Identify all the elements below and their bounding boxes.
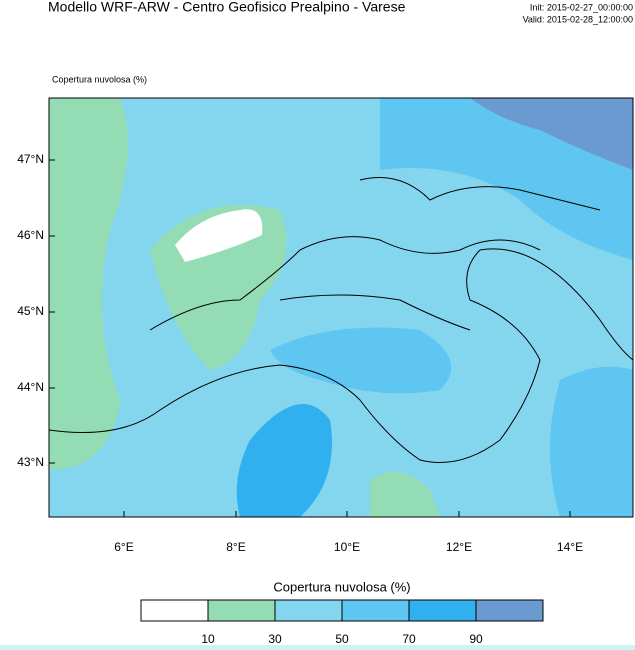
lon-label: 10°E [334, 540, 360, 554]
colorbar-box [274, 599, 343, 622]
colorbar-box [140, 599, 209, 622]
map-frame [48, 97, 634, 518]
coastline [49, 248, 633, 463]
cloud-area [49, 98, 128, 470]
colorbar-box [475, 599, 544, 622]
lon-label: 12°E [446, 540, 472, 554]
colorbar-box [408, 599, 477, 622]
colorbar-box [341, 599, 410, 622]
colorbar-tick-label: 10 [201, 632, 215, 646]
lat-label: 43°N [17, 455, 44, 469]
colorbar-tick-label: 70 [402, 632, 416, 646]
border [149, 236, 541, 331]
colorbar-title: Copertura nuvolosa (%) [273, 579, 410, 594]
cloud-area [236, 404, 332, 517]
variable-label: Copertura nuvolosa (%) [52, 74, 147, 84]
title: Modello WRF-ARW - Centro Geofisico Preal… [48, 0, 406, 15]
bottom-strip [0, 645, 635, 650]
map [48, 97, 634, 518]
colorbar-box [207, 599, 276, 622]
cloud-area [550, 366, 633, 517]
init-time: Init: 2015-02-27_00:00:00 [530, 2, 633, 12]
lat-label: 45°N [17, 304, 44, 318]
cloud-area [470, 98, 633, 170]
border [359, 177, 601, 211]
lat-label: 46°N [17, 228, 44, 242]
cloud-area [270, 327, 452, 394]
valid-time: Valid: 2015-02-28_12:00:00 [523, 14, 633, 24]
colorbar-tick-label: 90 [469, 632, 483, 646]
border [279, 294, 471, 331]
lon-label: 14°E [557, 540, 583, 554]
colorbar-tick-label: 30 [268, 632, 282, 646]
lon-label: 8°E [226, 540, 245, 554]
cloud-area [370, 472, 440, 517]
colorbar-tick-label: 50 [335, 632, 349, 646]
lon-label: 6°E [114, 540, 133, 554]
cloud-area [175, 209, 263, 262]
lat-label: 44°N [17, 380, 44, 394]
lat-label: 47°N [17, 152, 44, 166]
